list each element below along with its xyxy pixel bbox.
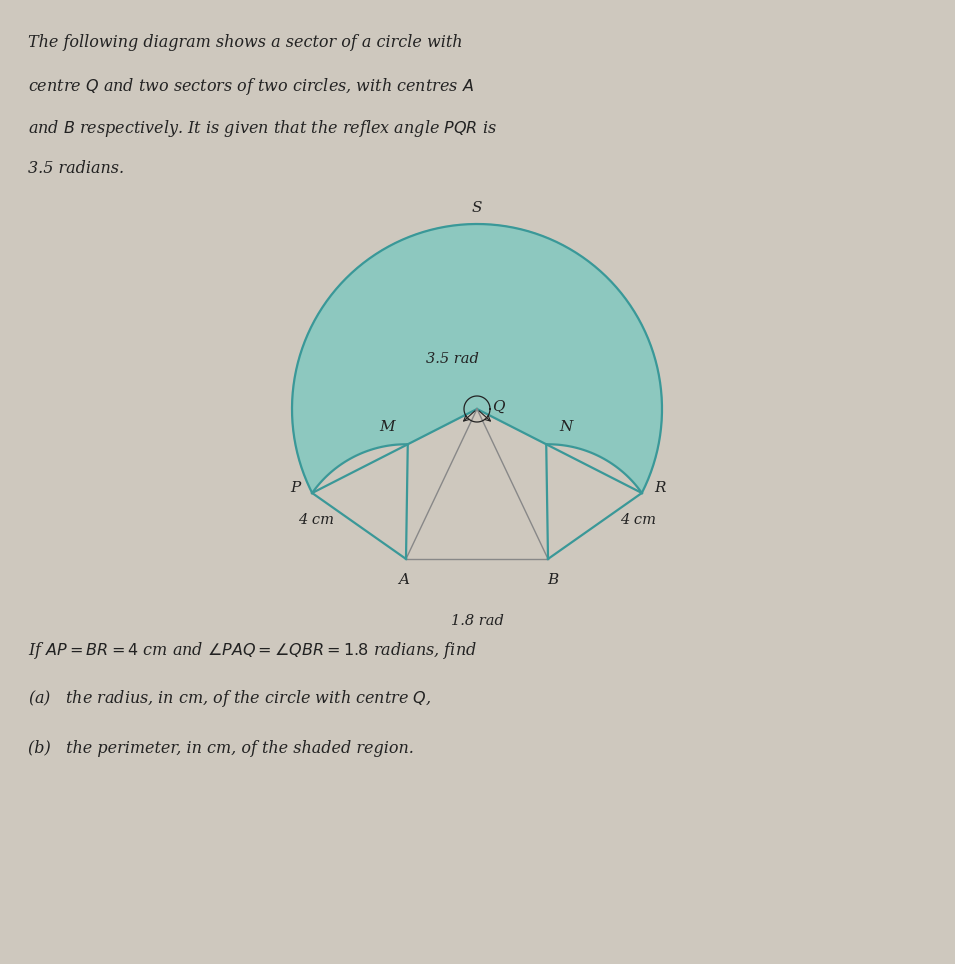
- Text: The following diagram shows a sector of a circle with: The following diagram shows a sector of …: [28, 34, 462, 51]
- Text: (b)   the perimeter, in cm, of the shaded region.: (b) the perimeter, in cm, of the shaded …: [28, 740, 414, 757]
- Text: If $AP = BR = 4$ cm and $\angle PAQ = \angle QBR = 1.8$ radians, find: If $AP = BR = 4$ cm and $\angle PAQ = \a…: [28, 640, 477, 661]
- Polygon shape: [292, 224, 662, 493]
- Text: B: B: [547, 573, 559, 587]
- Polygon shape: [546, 444, 642, 559]
- Text: S: S: [472, 201, 482, 215]
- Text: 3.5 radians.: 3.5 radians.: [28, 160, 124, 177]
- Text: P: P: [290, 481, 300, 495]
- Text: and $B$ respectively. It is given that the reflex angle $PQR$ is: and $B$ respectively. It is given that t…: [28, 118, 497, 139]
- Text: Q: Q: [492, 400, 504, 414]
- Text: 4 cm: 4 cm: [298, 513, 334, 527]
- Text: A: A: [398, 573, 410, 587]
- Polygon shape: [312, 444, 408, 559]
- Text: centre $Q$ and two sectors of two circles, with centres $A$: centre $Q$ and two sectors of two circle…: [28, 76, 474, 97]
- Text: 3.5 rad: 3.5 rad: [426, 352, 478, 366]
- Text: 4 cm: 4 cm: [620, 513, 656, 527]
- Text: 1.8 rad: 1.8 rad: [451, 614, 503, 628]
- Text: M: M: [379, 420, 394, 434]
- Text: R: R: [654, 481, 666, 495]
- Text: N: N: [560, 420, 573, 434]
- Text: (a)   the radius, in cm, of the circle with centre $Q$,: (a) the radius, in cm, of the circle wit…: [28, 688, 432, 709]
